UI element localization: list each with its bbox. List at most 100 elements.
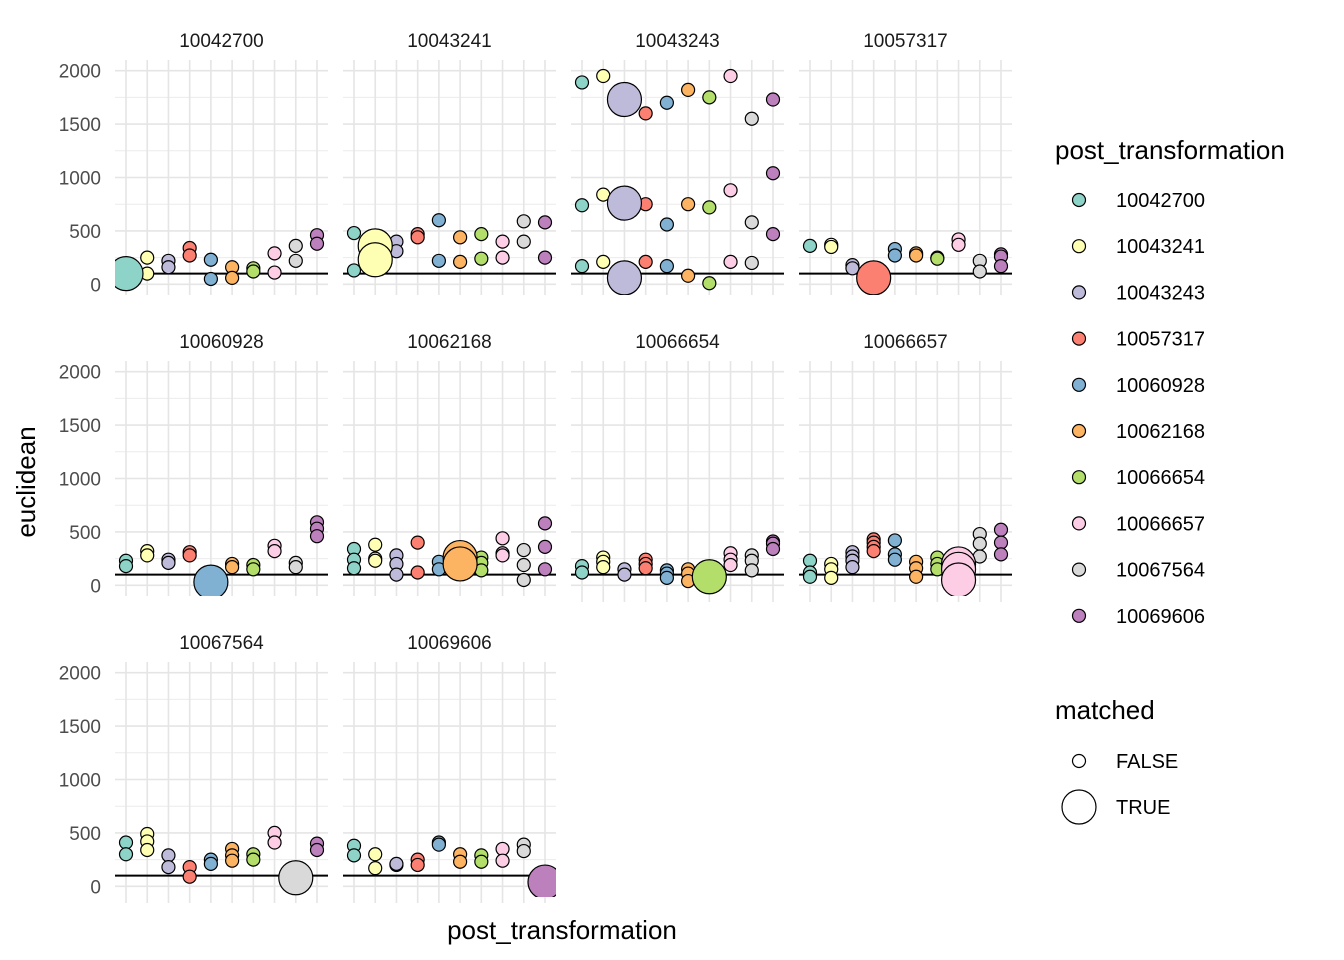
y-tick-label: 1500	[59, 416, 101, 437]
y-tick-label: 0	[90, 877, 101, 898]
point	[309, 529, 325, 544]
y-tick-label: 1500	[59, 115, 101, 136]
point	[368, 537, 383, 552]
point	[118, 847, 134, 862]
facet-panels: 10042700 0 500 1000 1500 2000 10043241 10043243…	[59, 31, 1012, 903]
y-tick-label: 500	[69, 824, 101, 845]
point	[537, 516, 553, 531]
legend-color-label: 10066654	[1116, 467, 1205, 489]
point	[246, 852, 261, 867]
point	[118, 835, 134, 850]
legend-color-label: 10043241	[1116, 236, 1205, 258]
point	[909, 569, 924, 584]
y-tick-label: 2000	[59, 664, 101, 685]
legend-color-label: 10069606	[1116, 606, 1205, 628]
point	[182, 548, 197, 563]
point	[866, 544, 881, 559]
point	[516, 214, 531, 229]
point	[802, 553, 818, 568]
grid	[115, 662, 328, 897]
y-tick-label: 0	[90, 576, 101, 597]
point	[723, 68, 738, 84]
point	[702, 276, 717, 291]
point	[267, 835, 282, 850]
facet-panel: 10069606	[343, 633, 556, 903]
grid	[115, 361, 328, 596]
point	[638, 106, 653, 121]
panel-title: 10069606	[407, 633, 492, 654]
point	[203, 856, 218, 871]
point	[410, 565, 425, 580]
points	[118, 515, 325, 596]
point	[930, 251, 945, 266]
point	[118, 558, 134, 574]
point-matched	[357, 242, 393, 278]
point	[389, 856, 404, 871]
point	[182, 869, 197, 884]
point	[972, 264, 987, 279]
legend-color-label: 10060928	[1116, 375, 1205, 397]
point	[887, 552, 902, 567]
point-matched	[606, 260, 643, 295]
point	[516, 557, 531, 573]
legend-color-key	[1071, 516, 1087, 531]
point	[537, 562, 553, 577]
points	[346, 213, 553, 278]
points	[802, 522, 1009, 596]
point	[267, 246, 282, 261]
legend-color-key	[1071, 423, 1087, 439]
panel-title: 10067564	[179, 633, 264, 654]
point	[410, 230, 425, 245]
facet-panel: 10067564 0 500 1000 1500 2000	[59, 633, 328, 903]
point	[389, 567, 404, 582]
point	[596, 254, 611, 269]
point	[744, 215, 759, 230]
point	[288, 253, 303, 268]
point	[516, 843, 531, 859]
point	[993, 259, 1009, 274]
point	[161, 555, 176, 570]
point	[993, 547, 1009, 562]
point	[140, 548, 155, 563]
panel-title: 10066654	[635, 332, 720, 353]
point-matched	[940, 562, 977, 596]
point	[824, 570, 839, 585]
point	[495, 548, 510, 563]
point	[161, 260, 176, 275]
legend-color-key	[1071, 331, 1087, 346]
point	[309, 236, 325, 251]
point	[410, 535, 425, 550]
point-matched	[115, 256, 144, 292]
legend-color-title: post_transformation	[1055, 135, 1285, 165]
legend-color-label: 10057317	[1116, 329, 1205, 351]
point	[765, 541, 781, 557]
point	[972, 536, 987, 551]
point	[659, 570, 674, 585]
points	[118, 825, 325, 896]
point	[574, 198, 590, 213]
panel-title: 10062168	[407, 332, 492, 353]
facet-panel: 10042700 0 500 1000 1500 2000	[59, 31, 328, 296]
point	[368, 847, 383, 862]
point-matched	[606, 185, 643, 221]
point	[453, 254, 468, 269]
panel-title: 10043241	[407, 31, 492, 52]
facet-panel: 10060928 0 500 1000 1500 2000	[59, 332, 328, 597]
grid	[343, 60, 556, 295]
point	[744, 255, 759, 271]
point	[537, 539, 553, 554]
points	[346, 835, 556, 897]
point-matched	[527, 864, 556, 897]
facet-panel: 10043243	[571, 31, 784, 295]
legend-color-key	[1071, 562, 1087, 577]
point	[161, 848, 176, 863]
x-axis-title: post_transformation	[447, 915, 677, 945]
legend-color-label: 10066657	[1116, 513, 1205, 535]
point	[765, 92, 781, 107]
point	[638, 254, 653, 269]
point	[474, 227, 489, 242]
point	[802, 569, 818, 584]
point	[574, 75, 590, 90]
legend-size-title: matched	[1055, 695, 1155, 725]
